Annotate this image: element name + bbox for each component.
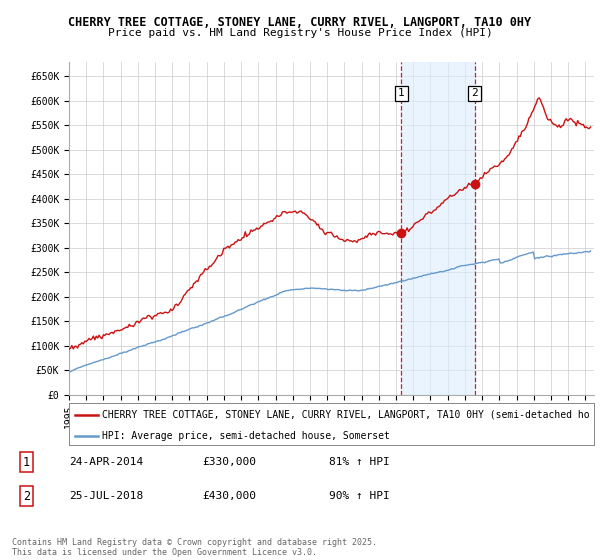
Text: 1: 1 [398,88,405,99]
Text: £430,000: £430,000 [202,491,256,501]
Text: 1: 1 [23,456,30,469]
Text: 2: 2 [471,88,478,99]
Text: 25-JUL-2018: 25-JUL-2018 [70,491,144,501]
Text: 81% ↑ HPI: 81% ↑ HPI [329,457,389,467]
Text: Price paid vs. HM Land Registry's House Price Index (HPI): Price paid vs. HM Land Registry's House … [107,28,493,38]
Text: 2: 2 [23,490,30,503]
Text: CHERRY TREE COTTAGE, STONEY LANE, CURRY RIVEL, LANGPORT, TA10 0HY: CHERRY TREE COTTAGE, STONEY LANE, CURRY … [68,16,532,29]
Text: Contains HM Land Registry data © Crown copyright and database right 2025.
This d: Contains HM Land Registry data © Crown c… [12,538,377,557]
Text: HPI: Average price, semi-detached house, Somerset: HPI: Average price, semi-detached house,… [101,431,389,441]
Bar [401,62,475,395]
Text: £330,000: £330,000 [202,457,256,467]
Text: 24-APR-2014: 24-APR-2014 [70,457,144,467]
Text: CHERRY TREE COTTAGE, STONEY LANE, CURRY RIVEL, LANGPORT, TA10 0HY (semi-detached: CHERRY TREE COTTAGE, STONEY LANE, CURRY … [101,410,589,420]
Text: 90% ↑ HPI: 90% ↑ HPI [329,491,389,501]
